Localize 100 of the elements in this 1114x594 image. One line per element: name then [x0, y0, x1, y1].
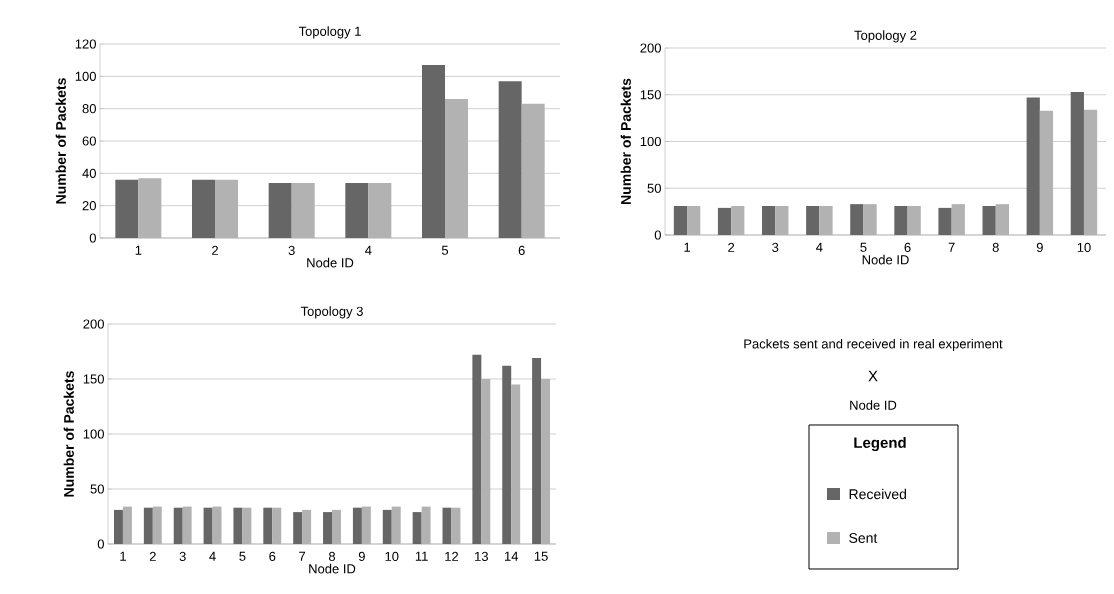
- bar: [291, 183, 315, 238]
- bar: [1070, 91, 1084, 235]
- bar: [242, 507, 252, 544]
- bar: [472, 354, 482, 544]
- x-tick-label: 7: [948, 242, 955, 252]
- bar: [203, 507, 213, 544]
- x-tick-label: 3: [179, 551, 186, 561]
- bar: [938, 207, 952, 235]
- y-axis-title: Number of Packets: [620, 78, 631, 204]
- bar: [233, 507, 243, 544]
- y-tick-label: 100: [75, 71, 96, 81]
- bar: [263, 507, 273, 544]
- bar: [272, 507, 282, 544]
- x-tick-label: 8: [328, 551, 336, 561]
- bar: [268, 183, 292, 238]
- y-tick-label: 100: [640, 136, 661, 147]
- bar: [323, 512, 333, 544]
- y-tick-label: 50: [647, 183, 661, 193]
- chart-title: Topology 3: [300, 306, 363, 319]
- x-tick-label: 11: [415, 551, 428, 561]
- bar: [422, 65, 445, 238]
- bar: [293, 512, 303, 544]
- bar: [302, 509, 312, 544]
- x-tick-label: 7: [299, 551, 306, 561]
- bar: [345, 183, 369, 238]
- bar: [412, 512, 422, 544]
- bar: [762, 206, 776, 235]
- y-tick-label: 50: [90, 484, 104, 494]
- x-tick-label: 2: [212, 245, 218, 255]
- y-tick-label: 150: [640, 90, 661, 100]
- bar: [775, 206, 789, 235]
- x-tick-label: 8: [992, 242, 999, 252]
- x-tick-label: 1: [135, 245, 142, 255]
- bar: [332, 509, 341, 544]
- bar: [138, 178, 162, 238]
- bar: [192, 179, 216, 238]
- x-tick-label: 1: [684, 242, 691, 252]
- bar: [541, 378, 551, 544]
- bar: [863, 204, 877, 235]
- x-tick-label: 4: [816, 242, 823, 252]
- bar: [143, 507, 153, 544]
- bar: [982, 206, 996, 235]
- bar: [352, 507, 362, 544]
- legend-label: Sent: [849, 533, 878, 543]
- bar: [894, 206, 908, 235]
- bar: [521, 103, 545, 238]
- y-tick-label: 0: [89, 233, 96, 243]
- chart-title: Topology 1: [298, 26, 361, 39]
- x-tick-label: 13: [475, 551, 488, 561]
- x-tick-label: 15: [534, 551, 548, 561]
- bar: [1039, 110, 1054, 235]
- x-tick-label: 10: [385, 551, 399, 561]
- x-tick-label: 4: [365, 245, 372, 255]
- y-axis-title: Number of Packets: [55, 78, 66, 204]
- bar: [806, 206, 820, 235]
- bar: [451, 507, 461, 544]
- y-tick-label: 120: [75, 39, 96, 49]
- y-tick-label: 0: [97, 539, 104, 549]
- bar: [907, 206, 921, 235]
- bar: [951, 204, 965, 235]
- bar: [361, 506, 371, 544]
- bar: [1026, 97, 1040, 235]
- x-axis-title: Node ID: [309, 563, 356, 574]
- x-tick-label: 12: [445, 551, 459, 561]
- bar: [673, 206, 688, 235]
- y-axis-title: Number of Packets: [63, 371, 74, 497]
- x-tick-label: 9: [358, 551, 365, 561]
- bar: [382, 509, 392, 544]
- x-tick-label: 1: [120, 551, 126, 561]
- bar: [687, 206, 701, 235]
- y-tick-label: 200: [640, 43, 661, 53]
- bar: [731, 206, 745, 235]
- legend-label: Received: [849, 488, 906, 500]
- bar: [421, 506, 431, 544]
- x-tick-label: 9: [1036, 242, 1043, 252]
- text: Packets sent and received in real experiment: [744, 338, 1003, 352]
- x-tick-label: 4: [209, 551, 216, 561]
- y-tick-label: 0: [654, 230, 661, 240]
- x-axis-title: Node ID: [307, 257, 354, 268]
- bar: [173, 507, 183, 544]
- bar: [152, 506, 162, 544]
- bar: [850, 204, 864, 235]
- bar: [481, 378, 491, 544]
- legend-title: Legend: [854, 436, 906, 452]
- y-tick-label: 100: [83, 429, 104, 439]
- x-tick-label: 10: [1077, 242, 1091, 252]
- x-tick-label: 5: [860, 242, 867, 252]
- bar: [819, 206, 833, 235]
- x-tick-label: 6: [269, 551, 276, 561]
- x-tick-label: 5: [239, 551, 246, 561]
- bar: [391, 506, 401, 544]
- bar: [498, 81, 522, 238]
- bar: [212, 506, 222, 544]
- y-tick-label: 150: [83, 374, 104, 384]
- x-tick-label: 5: [441, 245, 449, 255]
- bar: [1083, 109, 1098, 235]
- bar: [122, 506, 132, 544]
- chart-title: Topology 2: [854, 30, 917, 43]
- x-tick-label: 6: [518, 245, 525, 255]
- bar: [368, 183, 392, 238]
